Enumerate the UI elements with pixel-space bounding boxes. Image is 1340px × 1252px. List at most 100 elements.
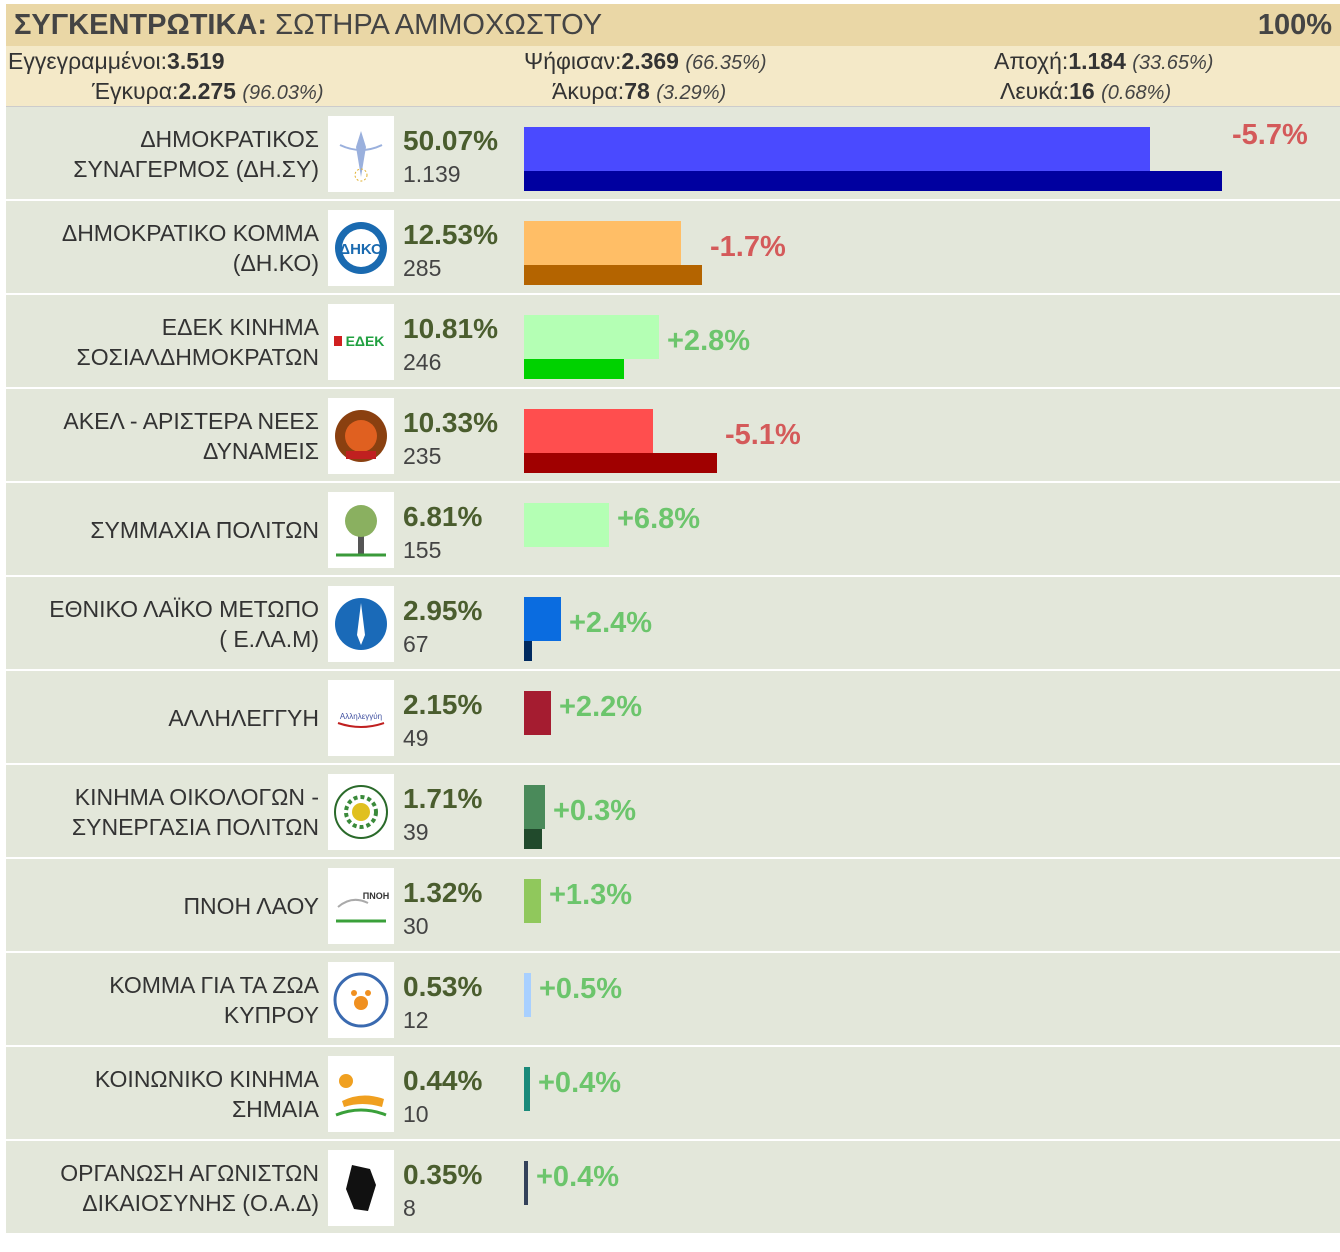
party-row: ΣΥΜΜΑΧΙΑ ΠΟΛΙΤΩΝ 6.81% 155 +6.8%	[6, 483, 1340, 577]
party-name: ΚΟΙΝΩΝΙΚΟ ΚΙΝΗΜΑ ΣΗΜΑΙΑ	[6, 1047, 319, 1141]
simaia-logo-icon	[328, 1056, 394, 1132]
change-label: +0.3%	[553, 795, 637, 827]
party-votes: 10	[403, 1101, 429, 1127]
bar-previous	[524, 453, 717, 473]
stat-label: Αποχή:	[994, 48, 1069, 74]
party-name-line: ΚΥΠΡΟΥ	[223, 1002, 319, 1028]
stat-invalid: Άκυρα:78 (3.29%)	[552, 78, 726, 105]
title-prefix: ΣΥΓΚΕΝΤΡΩΤΙΚΑ:	[14, 8, 268, 41]
zoa-logo-icon	[328, 962, 394, 1038]
party-name: ΟΡΓΑΝΩΣΗ ΑΓΩΝΙΣΤΩΝ ΔΙΚΑΙΟΣΥΝΗΣ (Ο.Α.Δ)	[6, 1141, 319, 1235]
stat-value: 3.519	[167, 48, 225, 74]
change-label: +2.2%	[559, 691, 643, 723]
party-name-lines: ΑΚΕΛ - ΑΡΙΣΤΕΡΑ ΝΕΕΣ ΔΥΝΑΜΕΙΣ	[63, 406, 319, 466]
party-row: ΕΔΕΚ ΚΙΝΗΜΑ ΣΟΣΙΑΛΔΗΜΟΚΡΑΤΩΝ ΕΔΕΚ 10.81% 246…	[6, 295, 1340, 389]
change-label: +0.4%	[536, 1161, 620, 1193]
party-percentage: 6.81%	[403, 501, 483, 532]
party-percentage: 1.71%	[403, 783, 483, 814]
stat-label: Άκυρα:	[552, 78, 625, 104]
stat-percent: (66.35%)	[685, 52, 767, 74]
party-row: ΑΛΛΗΛΕΓΓΥΗ Αλληλεγγύη 2.15% 49 +2.2%	[6, 671, 1340, 765]
party-name-line: ΕΔΕΚ ΚΙΝΗΜΑ	[161, 314, 319, 340]
party-name: ΠΝΟΗ ΛΑΟΥ	[6, 859, 319, 953]
party-votes: 67	[403, 631, 429, 657]
party-name-lines: ΠΝΟΗ ΛΑΟΥ	[183, 891, 319, 921]
stat-label: Ψήφισαν:	[524, 48, 622, 74]
counted-percentage: 100%	[1257, 8, 1332, 41]
svg-text:ΔΗΚΟ: ΔΗΚΟ	[339, 241, 383, 258]
party-name: ΑΚΕΛ - ΑΡΙΣΤΕΡΑ ΝΕΕΣ ΔΥΝΑΜΕΙΣ	[6, 389, 319, 483]
party-percentage: 12.53%	[403, 219, 498, 250]
party-percentage: 10.81%	[403, 313, 498, 344]
party-name: ΚΙΝΗΜΑ ΟΙΚΟΛΟΓΩΝ - ΣΥΝΕΡΓΑΣΙΑ ΠΟΛΙΤΩΝ	[6, 765, 319, 859]
stat-percent: (3.29%)	[656, 82, 727, 104]
change-label: +2.8%	[667, 325, 751, 357]
bar-current	[524, 973, 531, 1017]
bar-current	[524, 503, 610, 547]
stat-label: Έγκυρα:	[92, 78, 179, 104]
party-name-line: ΑΛΛΗΛΕΓΓΥΗ	[168, 705, 319, 731]
change-label: +0.5%	[539, 973, 623, 1005]
party-name-lines: ΟΡΓΑΝΩΣΗ ΑΓΩΝΙΣΤΩΝ ΔΙΚΑΙΟΣΥΝΗΣ (Ο.Α.Δ)	[60, 1158, 319, 1218]
oikologoi-logo-icon	[328, 774, 394, 850]
party-name-line: ΚΟΙΝΩΝΙΚΟ ΚΙΝΗΜΑ	[94, 1066, 319, 1092]
bar-current	[524, 785, 546, 829]
stat-value: 2.275	[178, 78, 236, 104]
party-name-lines: ΚΟΜΜΑ ΓΙΑ ΤΑ ΖΩΑ ΚΥΠΡΟΥ	[109, 970, 319, 1030]
party-name-line: ΠΝΟΗ ΛΑΟΥ	[183, 893, 319, 919]
party-name-line: ΔΗΜΟΚΡΑΤΙΚΟ ΚΟΜΜΑ	[61, 220, 319, 246]
change-label: +1.3%	[549, 879, 633, 911]
page-title: ΣΥΓΚΕΝΤΡΩΤΙΚΑ: ΣΩΤΗΡΑ ΑΜΜΟΧΩΣΤΟΥ	[14, 9, 602, 42]
party-percentage: 2.95%	[403, 595, 483, 626]
title-place: ΣΩΤΗΡΑ ΑΜΜΟΧΩΣΤΟΥ	[275, 8, 603, 41]
change-label: +6.8%	[617, 503, 701, 535]
change-label: -1.7%	[710, 231, 786, 263]
party-name-line: ΔΥΝΑΜΕΙΣ	[202, 438, 319, 464]
stat-value: 1.184	[1068, 48, 1126, 74]
party-votes: 12	[403, 1007, 429, 1033]
summary-stats: Εγγεγραμμένοι:3.519 Ψήφισαν:2.369 (66.35…	[6, 46, 1340, 107]
party-votes: 246	[403, 349, 442, 375]
stat-abstain: Αποχή:1.184 (33.65%)	[994, 48, 1213, 75]
party-row: ΚΟΙΝΩΝΙΚΟ ΚΙΝΗΜΑ ΣΗΜΑΙΑ 0.44% 10 +0.4%	[6, 1047, 1340, 1141]
party-row: ΕΘΝΙΚΟ ΛΑΪΚΟ ΜΕΤΩΠΟ ( Ε.ΛΑ.Μ) 2.95% 67 +2.4%	[6, 577, 1340, 671]
party-name-line: ΚΟΜΜΑ ΓΙΑ ΤΑ ΖΩΑ	[109, 972, 319, 998]
party-name: ΑΛΛΗΛΕΓΓΥΗ	[6, 671, 319, 765]
party-name-line: ( Ε.ΛΑ.Μ)	[219, 626, 319, 652]
diko-logo-icon: ΔΗΚΟ	[328, 210, 394, 286]
stat-value: 78	[624, 78, 650, 104]
party-name: ΣΥΜΜΑΧΙΑ ΠΟΛΙΤΩΝ	[6, 483, 319, 577]
bar-current	[524, 127, 1150, 171]
symmaxia-logo-icon	[328, 492, 394, 568]
bar-current	[524, 1067, 530, 1111]
party-name: ΔΗΜΟΚΡΑΤΙΚΟΣ ΣΥΝΑΓΕΡΜΟΣ (ΔΗ.ΣΥ)	[6, 107, 319, 201]
party-results: ΔΗΜΟΚΡΑΤΙΚΟΣ ΣΥΝΑΓΕΡΜΟΣ (ΔΗ.ΣΥ) 50.07% 1.13…	[6, 107, 1340, 1235]
party-row: ΚΙΝΗΜΑ ΟΙΚΟΛΟΓΩΝ - ΣΥΝΕΡΓΑΣΙΑ ΠΟΛΙΤΩΝ 1.71…	[6, 765, 1340, 859]
party-percentage: 50.07%	[403, 125, 498, 156]
bar-previous	[524, 265, 702, 285]
stat-percent: (0.68%)	[1101, 82, 1172, 104]
party-votes: 155	[403, 537, 442, 563]
party-percentage: 0.35%	[403, 1159, 483, 1190]
party-votes: 39	[403, 819, 429, 845]
party-name-line: ΣΟΣΙΑΛΔΗΜΟΚΡΑΤΩΝ	[76, 344, 320, 370]
bar-previous	[524, 641, 532, 661]
party-name-line: ΣΥΜΜΑΧΙΑ ΠΟΛΙΤΩΝ	[90, 517, 319, 543]
party-name-lines: ΑΛΛΗΛΕΓΓΥΗ	[168, 703, 319, 733]
pnoi-laou-logo-icon: ΠΝΟΗ	[328, 868, 394, 944]
party-row: ΟΡΓΑΝΩΣΗ ΑΓΩΝΙΣΤΩΝ ΔΙΚΑΙΟΣΥΝΗΣ (Ο.Α.Δ) 0.3…	[6, 1141, 1340, 1235]
party-name-line: ΔΗΜΟΚΡΑΤΙΚΟΣ	[140, 126, 319, 152]
party-row: ΠΝΟΗ ΛΑΟΥ ΠΝΟΗ 1.32% 30 +1.3%	[6, 859, 1340, 953]
edek-logo-icon: ΕΔΕΚ	[328, 304, 394, 380]
party-name-lines: ΚΙΝΗΜΑ ΟΙΚΟΛΟΓΩΝ - ΣΥΝΕΡΓΑΣΙΑ ΠΟΛΙΤΩΝ	[72, 782, 319, 842]
stat-label: Λευκά:	[1000, 78, 1070, 104]
bar-previous	[524, 171, 1222, 191]
stat-percent: (96.03%)	[242, 82, 324, 104]
stat-percent: (33.65%)	[1132, 52, 1214, 74]
party-votes: 1.139	[403, 161, 461, 187]
bar-current	[524, 315, 660, 359]
bar-current	[524, 1161, 529, 1205]
svg-text:Αλληλεγγύη: Αλληλεγγύη	[340, 712, 382, 721]
party-percentage: 0.53%	[403, 971, 483, 1002]
party-name-line: ΚΙΝΗΜΑ ΟΙΚΟΛΟΓΩΝ -	[74, 784, 319, 810]
